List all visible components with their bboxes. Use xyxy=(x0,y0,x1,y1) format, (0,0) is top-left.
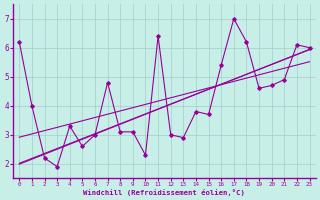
X-axis label: Windchill (Refroidissement éolien,°C): Windchill (Refroidissement éolien,°C) xyxy=(84,189,245,196)
